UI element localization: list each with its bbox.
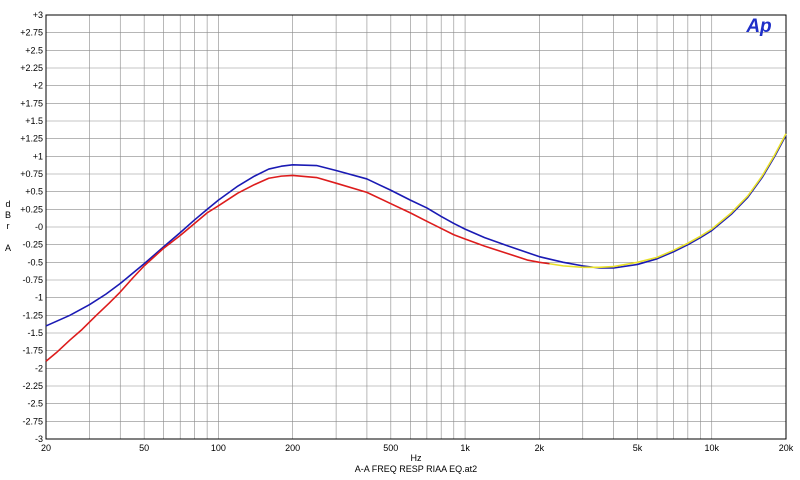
y-tick-label: +1 <box>33 151 43 161</box>
x-tick-label: 20k <box>779 443 794 453</box>
y-tick-label: +0.5 <box>25 187 43 197</box>
y-tick-label: -2.25 <box>22 381 43 391</box>
y-tick-label: +2.75 <box>20 28 43 38</box>
y-tick-label: -1 <box>35 293 43 303</box>
y-tick-label: +1.25 <box>20 134 43 144</box>
y-tick-label: -0 <box>35 222 43 232</box>
y-axis-label-letter: r <box>7 221 10 231</box>
y-tick-label: -1.75 <box>22 346 43 356</box>
x-tick-labels: 20 50 100 200 500 1k 2k 5k 10k 20k <box>41 443 794 453</box>
y-tick-label: +2.5 <box>25 45 43 55</box>
x-tick-label: 5k <box>633 443 643 453</box>
x-tick-label: 2k <box>535 443 545 453</box>
chart-caption: A-A FREQ RESP RIAA EQ.at2 <box>355 464 477 474</box>
y-tick-label: -0.75 <box>22 275 43 285</box>
y-tick-label: -1.5 <box>27 328 43 338</box>
y-tick-label: -1.25 <box>22 310 43 320</box>
y-axis-label-letter: d <box>5 199 10 209</box>
x-tick-label: 20 <box>41 443 51 453</box>
x-tick-label: 500 <box>383 443 398 453</box>
y-tick-label: +0.75 <box>20 169 43 179</box>
series-line-2 <box>45 174 550 362</box>
x-tick-label: 10k <box>704 443 719 453</box>
x-tick-label: 200 <box>285 443 300 453</box>
y-tick-label: -2 <box>35 363 43 373</box>
y-tick-label: +1.5 <box>25 116 43 126</box>
y-tick-label: -0.5 <box>27 257 43 267</box>
y-tick-label: +2 <box>33 81 43 91</box>
grid-lines <box>46 15 786 439</box>
plot-frame <box>45 14 787 440</box>
y-tick-labels: +3 +2.75 +2.5 +2.25 +2 +1.75 +1.5 +1.25 +1 +0.75 +… <box>20 10 43 444</box>
y-axis-label-letter: B <box>5 210 11 220</box>
ap-logo: Ap <box>745 16 771 37</box>
x-tick-label: 1k <box>460 443 470 453</box>
y-axis-label-letter: A <box>5 243 11 253</box>
y-tick-label: -2.5 <box>27 399 43 409</box>
y-tick-label: +1.75 <box>20 98 43 108</box>
y-tick-label: -0.25 <box>22 240 43 250</box>
y-tick-label: +3 <box>33 10 43 20</box>
x-tick-label: 50 <box>139 443 149 453</box>
y-tick-label: +2.25 <box>20 63 43 73</box>
y-axis-label: dBr A <box>5 199 11 253</box>
y-tick-label: -3 <box>35 434 43 444</box>
x-tick-label: 100 <box>211 443 226 453</box>
y-tick-label: +0.25 <box>20 204 43 214</box>
series-layer <box>45 133 787 362</box>
x-axis-label: Hz <box>411 453 422 463</box>
y-tick-label: -2.75 <box>22 416 43 426</box>
series-line-1 <box>45 134 787 327</box>
series-line-3 <box>549 133 787 269</box>
